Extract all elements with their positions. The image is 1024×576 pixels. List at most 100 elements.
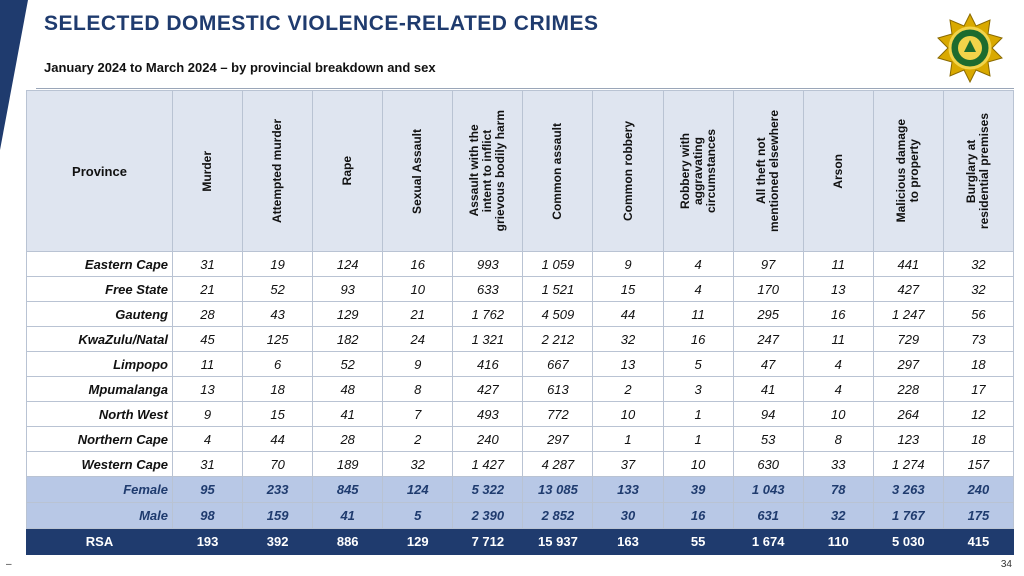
- value-cell: 631: [732, 502, 804, 529]
- value-cell: 133: [592, 476, 664, 503]
- value-cell: 16: [662, 502, 734, 529]
- value-cell: 297: [872, 351, 944, 377]
- value-cell: 630: [732, 451, 804, 477]
- value-cell: 39: [662, 476, 734, 503]
- crime-statistics-table: Province Murder Attempted murder Rape Se…: [26, 90, 1015, 555]
- table-row: Gauteng 28 43 129 21 1 762 4 509 44 11 295 16 1 247…: [26, 301, 1015, 327]
- value-cell: 12: [942, 401, 1015, 427]
- column-header-label: Common assault: [550, 122, 565, 220]
- column-header: Assault with the intent to inflict griev…: [452, 90, 524, 252]
- value-cell: 11: [171, 351, 244, 377]
- value-cell: 2 212: [522, 326, 594, 352]
- province-cell: Limpopo: [26, 351, 173, 377]
- value-cell: 193: [171, 528, 244, 555]
- sex-row: Female 95 233 845 124 5 322 13 085 133 39 1 043 78…: [26, 476, 1015, 503]
- value-cell: 1 247: [872, 301, 944, 327]
- value-cell: 159: [242, 502, 314, 529]
- page-number: 34: [1000, 559, 1012, 570]
- value-cell: 7 712: [452, 528, 524, 555]
- value-cell: 441: [872, 251, 944, 277]
- value-cell: 32: [802, 502, 874, 529]
- value-cell: 32: [382, 451, 454, 477]
- column-header: Burglary at residential premises: [942, 90, 1015, 252]
- value-cell: 31: [171, 451, 244, 477]
- province-cell: Female: [26, 476, 173, 503]
- value-cell: 1 321: [452, 326, 524, 352]
- column-header-label: Common robbery: [620, 120, 635, 221]
- value-cell: 24: [382, 326, 454, 352]
- value-cell: 124: [312, 251, 384, 277]
- province-cell: Eastern Cape: [26, 251, 173, 277]
- value-cell: 16: [662, 326, 734, 352]
- value-cell: 1 762: [452, 301, 524, 327]
- value-cell: 56: [942, 301, 1015, 327]
- value-cell: 94: [732, 401, 804, 427]
- value-cell: 4: [662, 251, 734, 277]
- value-cell: 4: [802, 351, 874, 377]
- value-cell: 1 521: [522, 276, 594, 302]
- value-cell: 70: [242, 451, 314, 477]
- table-row: Eastern Cape 31 19 124 16 993 1 059 9 4 97 11 441 32: [26, 251, 1015, 277]
- value-cell: 228: [872, 376, 944, 402]
- value-cell: 98: [171, 502, 244, 529]
- value-cell: 17: [942, 376, 1015, 402]
- column-header-label: Sexual Assault: [410, 128, 425, 214]
- column-header: Common robbery: [592, 90, 664, 252]
- value-cell: 16: [382, 251, 454, 277]
- table-header-row: Province Murder Attempted murder Rape Se…: [26, 90, 1015, 252]
- value-cell: 11: [802, 251, 874, 277]
- value-cell: 4 287: [522, 451, 594, 477]
- province-cell: Western Cape: [26, 451, 173, 477]
- value-cell: 10: [592, 401, 664, 427]
- column-header-label: Murder: [200, 150, 215, 192]
- value-cell: 772: [522, 401, 594, 427]
- column-header-label: Attempted murder: [270, 118, 285, 223]
- column-header: Common assault: [522, 90, 594, 252]
- value-cell: 13: [802, 276, 874, 302]
- value-cell: 5: [382, 502, 454, 529]
- title-divider: [36, 88, 1014, 89]
- value-cell: 1 427: [452, 451, 524, 477]
- value-cell: 124: [382, 476, 454, 503]
- value-cell: 110: [802, 528, 874, 555]
- province-cell: Male: [26, 502, 173, 529]
- value-cell: 7: [382, 401, 454, 427]
- value-cell: 8: [382, 376, 454, 402]
- province-cell: Mpumalanga: [26, 376, 173, 402]
- value-cell: 53: [732, 426, 804, 452]
- table-row: Western Cape 31 70 189 32 1 427 4 287 37 10 630 33…: [26, 451, 1015, 477]
- column-header: Sexual Assault: [382, 90, 454, 252]
- value-cell: 3: [662, 376, 734, 402]
- value-cell: 1 274: [872, 451, 944, 477]
- value-cell: 392: [242, 528, 314, 555]
- value-cell: 189: [312, 451, 384, 477]
- value-cell: 9: [592, 251, 664, 277]
- value-cell: 5 322: [452, 476, 524, 503]
- value-cell: 845: [312, 476, 384, 503]
- decorative-left-stripe: [0, 0, 28, 150]
- value-cell: 1 059: [522, 251, 594, 277]
- value-cell: 55: [662, 528, 734, 555]
- value-cell: 175: [942, 502, 1015, 529]
- value-cell: 1: [662, 426, 734, 452]
- value-cell: 427: [452, 376, 524, 402]
- value-cell: 28: [171, 301, 244, 327]
- value-cell: 18: [242, 376, 314, 402]
- column-header: Robbery with aggravating circumstances: [662, 90, 734, 252]
- value-cell: 31: [171, 251, 244, 277]
- value-cell: 264: [872, 401, 944, 427]
- value-cell: 78: [802, 476, 874, 503]
- value-cell: 415: [942, 528, 1015, 555]
- value-cell: 633: [452, 276, 524, 302]
- value-cell: 4: [662, 276, 734, 302]
- value-cell: 11: [662, 301, 734, 327]
- sex-row: Male 98 159 41 5 2 390 2 852 30 16 631 32 1 767 175: [26, 502, 1015, 529]
- value-cell: 32: [942, 251, 1015, 277]
- value-cell: 1 767: [872, 502, 944, 529]
- table-row: Mpumalanga 13 18 48 8 427 613 2 3 41 4 228 17: [26, 376, 1015, 402]
- value-cell: 1 043: [732, 476, 804, 503]
- value-cell: 37: [592, 451, 664, 477]
- value-cell: 10: [802, 401, 874, 427]
- province-cell: Free State: [26, 276, 173, 302]
- total-row: RSA 193 392 886 129 7 712 15 937 163 55 1 674 110 5…: [26, 528, 1015, 555]
